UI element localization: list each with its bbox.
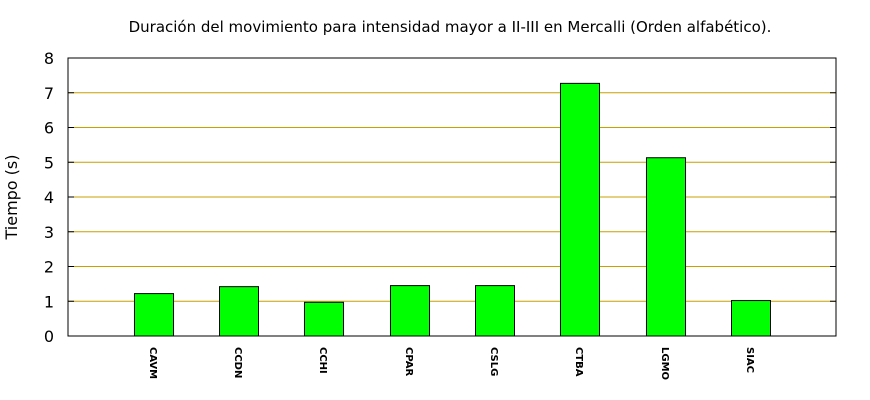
x-tick-label: CTBA — [573, 347, 584, 377]
chart-title: Duración del movimiento para intensidad … — [129, 18, 772, 36]
x-tick-label: CSLG — [488, 347, 499, 376]
y-tick-label: 7 — [44, 84, 54, 103]
bar-ctba — [560, 82, 600, 337]
x-tick-label: CCHI — [317, 347, 328, 374]
y-axis-label: Tiempo (s) — [2, 154, 21, 240]
bar-cavm — [134, 293, 174, 337]
grid-lines — [68, 92, 836, 302]
x-axis-ticks: CAVM CCDN CCHI CPAR CSLG CTBA LGMO SIAC — [147, 347, 755, 380]
y-axis-ticks: 0 1 2 3 4 5 6 7 8 — [44, 49, 836, 346]
y-tick-label: 4 — [44, 188, 54, 207]
x-tick-label: LGMO — [659, 347, 670, 380]
x-tick-label: CAVM — [147, 347, 158, 379]
bar-siac — [731, 300, 771, 337]
y-tick-label: 8 — [44, 49, 54, 68]
bar-cslg — [475, 285, 515, 337]
x-tick-label: CCDN — [232, 347, 243, 378]
bar-lgmo — [646, 157, 686, 337]
y-tick-label: 6 — [44, 119, 54, 138]
bar-cpar — [390, 285, 430, 337]
bar-cchi — [304, 301, 344, 337]
y-tick-label: 2 — [44, 258, 54, 277]
y-tick-label: 0 — [44, 327, 54, 346]
y-tick-label: 3 — [44, 223, 54, 242]
x-tick-label: CPAR — [403, 347, 414, 376]
bars — [134, 82, 771, 337]
x-tick-label: SIAC — [744, 347, 755, 373]
bar-ccdn — [219, 286, 259, 337]
y-tick-label: 1 — [44, 292, 54, 311]
y-tick-label: 5 — [44, 153, 54, 172]
